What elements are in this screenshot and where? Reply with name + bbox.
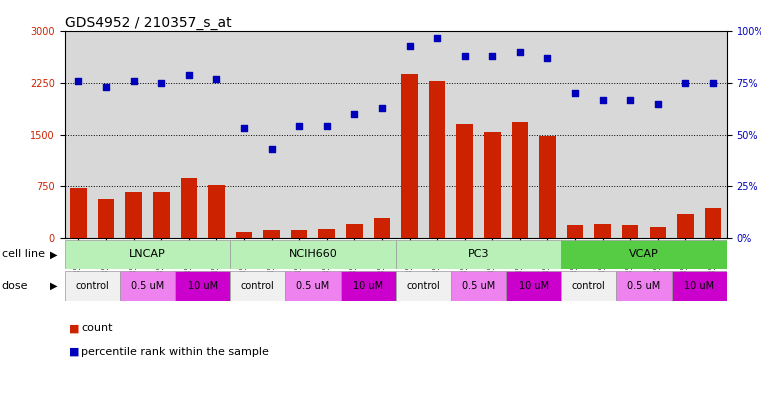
- Bar: [484, 132, 501, 238]
- Bar: [622, 225, 638, 238]
- Bar: [396, 271, 451, 301]
- Bar: [429, 81, 445, 238]
- Text: ■: ■: [68, 347, 79, 357]
- Bar: [263, 230, 280, 238]
- Text: 10 uM: 10 uM: [518, 281, 549, 291]
- Point: [238, 125, 250, 132]
- Text: 0.5 uM: 0.5 uM: [627, 281, 661, 291]
- Point: [431, 35, 443, 41]
- Point: [707, 80, 719, 86]
- Text: 0.5 uM: 0.5 uM: [296, 281, 330, 291]
- Text: control: control: [75, 281, 109, 291]
- Point: [403, 43, 416, 49]
- Bar: [175, 271, 230, 301]
- Bar: [451, 271, 506, 301]
- Point: [486, 53, 498, 59]
- Bar: [594, 224, 611, 238]
- Point: [569, 90, 581, 96]
- Text: LNCAP: LNCAP: [129, 250, 166, 259]
- Bar: [396, 240, 561, 269]
- Point: [100, 84, 112, 90]
- Point: [349, 111, 361, 117]
- Bar: [346, 224, 362, 238]
- Bar: [561, 240, 727, 269]
- Point: [597, 96, 609, 103]
- Text: ▶: ▶: [49, 281, 57, 291]
- Bar: [209, 185, 224, 238]
- Point: [651, 101, 664, 107]
- Bar: [340, 271, 396, 301]
- Bar: [649, 227, 666, 238]
- Text: 0.5 uM: 0.5 uM: [462, 281, 495, 291]
- Text: VCAP: VCAP: [629, 250, 659, 259]
- Point: [624, 96, 636, 103]
- Point: [541, 55, 553, 61]
- Bar: [126, 192, 142, 238]
- Text: 10 uM: 10 uM: [353, 281, 384, 291]
- Bar: [230, 271, 285, 301]
- Point: [320, 123, 333, 129]
- Point: [680, 80, 692, 86]
- Bar: [285, 271, 341, 301]
- Point: [72, 78, 84, 84]
- Point: [459, 53, 471, 59]
- Bar: [457, 123, 473, 238]
- Bar: [511, 121, 528, 238]
- Point: [155, 80, 167, 86]
- Text: control: control: [572, 281, 606, 291]
- Bar: [230, 240, 396, 269]
- Bar: [65, 271, 119, 301]
- Text: ■: ■: [68, 323, 79, 333]
- Bar: [539, 136, 556, 238]
- Text: GDS4952 / 210357_s_at: GDS4952 / 210357_s_at: [65, 17, 231, 30]
- Bar: [677, 214, 694, 238]
- Text: count: count: [81, 323, 113, 333]
- Bar: [153, 192, 170, 238]
- Text: 10 uM: 10 uM: [187, 281, 218, 291]
- Text: 0.5 uM: 0.5 uM: [131, 281, 164, 291]
- Bar: [119, 271, 175, 301]
- Bar: [65, 240, 230, 269]
- Text: control: control: [406, 281, 440, 291]
- Bar: [318, 229, 335, 238]
- Bar: [401, 74, 418, 238]
- Bar: [70, 187, 87, 238]
- Point: [293, 123, 305, 129]
- Bar: [97, 199, 114, 238]
- Text: NCIH660: NCIH660: [288, 250, 337, 259]
- Bar: [567, 225, 584, 238]
- Bar: [291, 230, 307, 238]
- Text: PC3: PC3: [468, 250, 489, 259]
- Bar: [561, 271, 616, 301]
- Point: [210, 76, 222, 82]
- Bar: [374, 218, 390, 238]
- Bar: [236, 231, 252, 238]
- Text: dose: dose: [2, 281, 28, 291]
- Point: [128, 78, 140, 84]
- Point: [183, 72, 195, 78]
- Text: ▶: ▶: [49, 250, 57, 259]
- Bar: [671, 271, 727, 301]
- Bar: [180, 178, 197, 238]
- Point: [266, 146, 278, 152]
- Point: [376, 105, 388, 111]
- Text: percentile rank within the sample: percentile rank within the sample: [81, 347, 269, 357]
- Bar: [616, 271, 671, 301]
- Bar: [506, 271, 561, 301]
- Text: control: control: [241, 281, 275, 291]
- Text: cell line: cell line: [2, 250, 45, 259]
- Bar: [705, 208, 721, 238]
- Text: 10 uM: 10 uM: [684, 281, 715, 291]
- Point: [514, 49, 526, 55]
